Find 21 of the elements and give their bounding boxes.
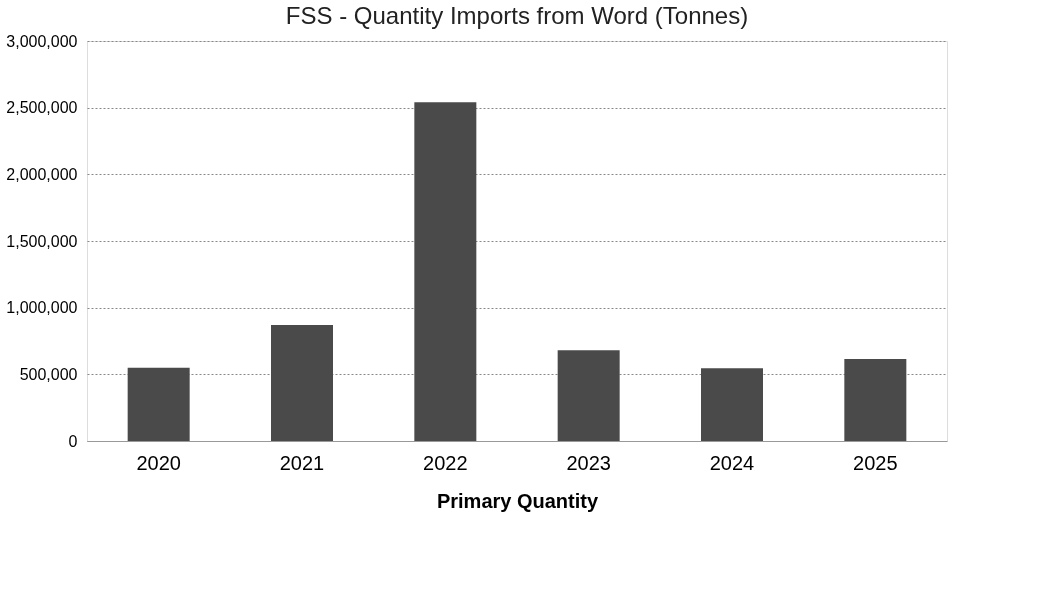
x-tick-label: 2020 <box>136 451 181 474</box>
y-tick-label: 3,000,000 <box>6 32 78 50</box>
y-tick-label: 1,000,000 <box>6 299 78 317</box>
bar <box>701 368 763 441</box>
x-tick-label: 2021 <box>279 451 325 474</box>
chart-title: FSS - Quantity Imports from Word (Tonnes) <box>285 2 749 29</box>
y-tick-label: 2,000,000 <box>6 165 78 183</box>
y-tick-label: 0 <box>68 432 78 450</box>
bar <box>271 325 333 441</box>
x-tick-label: 2024 <box>709 451 755 474</box>
bar <box>414 102 477 441</box>
x-tick-label: 2022 <box>423 451 468 474</box>
x-tick-label: 2023 <box>566 451 611 474</box>
y-tick-label: 500,000 <box>19 365 78 383</box>
x-tick-label: 2025 <box>853 451 898 474</box>
bar <box>557 350 620 441</box>
y-tick-label: 1,500,000 <box>6 232 78 250</box>
x-axis-title: Primary Quantity <box>436 489 599 512</box>
bar <box>127 367 190 441</box>
bar <box>844 359 907 441</box>
y-tick-label: 2,500,000 <box>6 99 78 117</box>
